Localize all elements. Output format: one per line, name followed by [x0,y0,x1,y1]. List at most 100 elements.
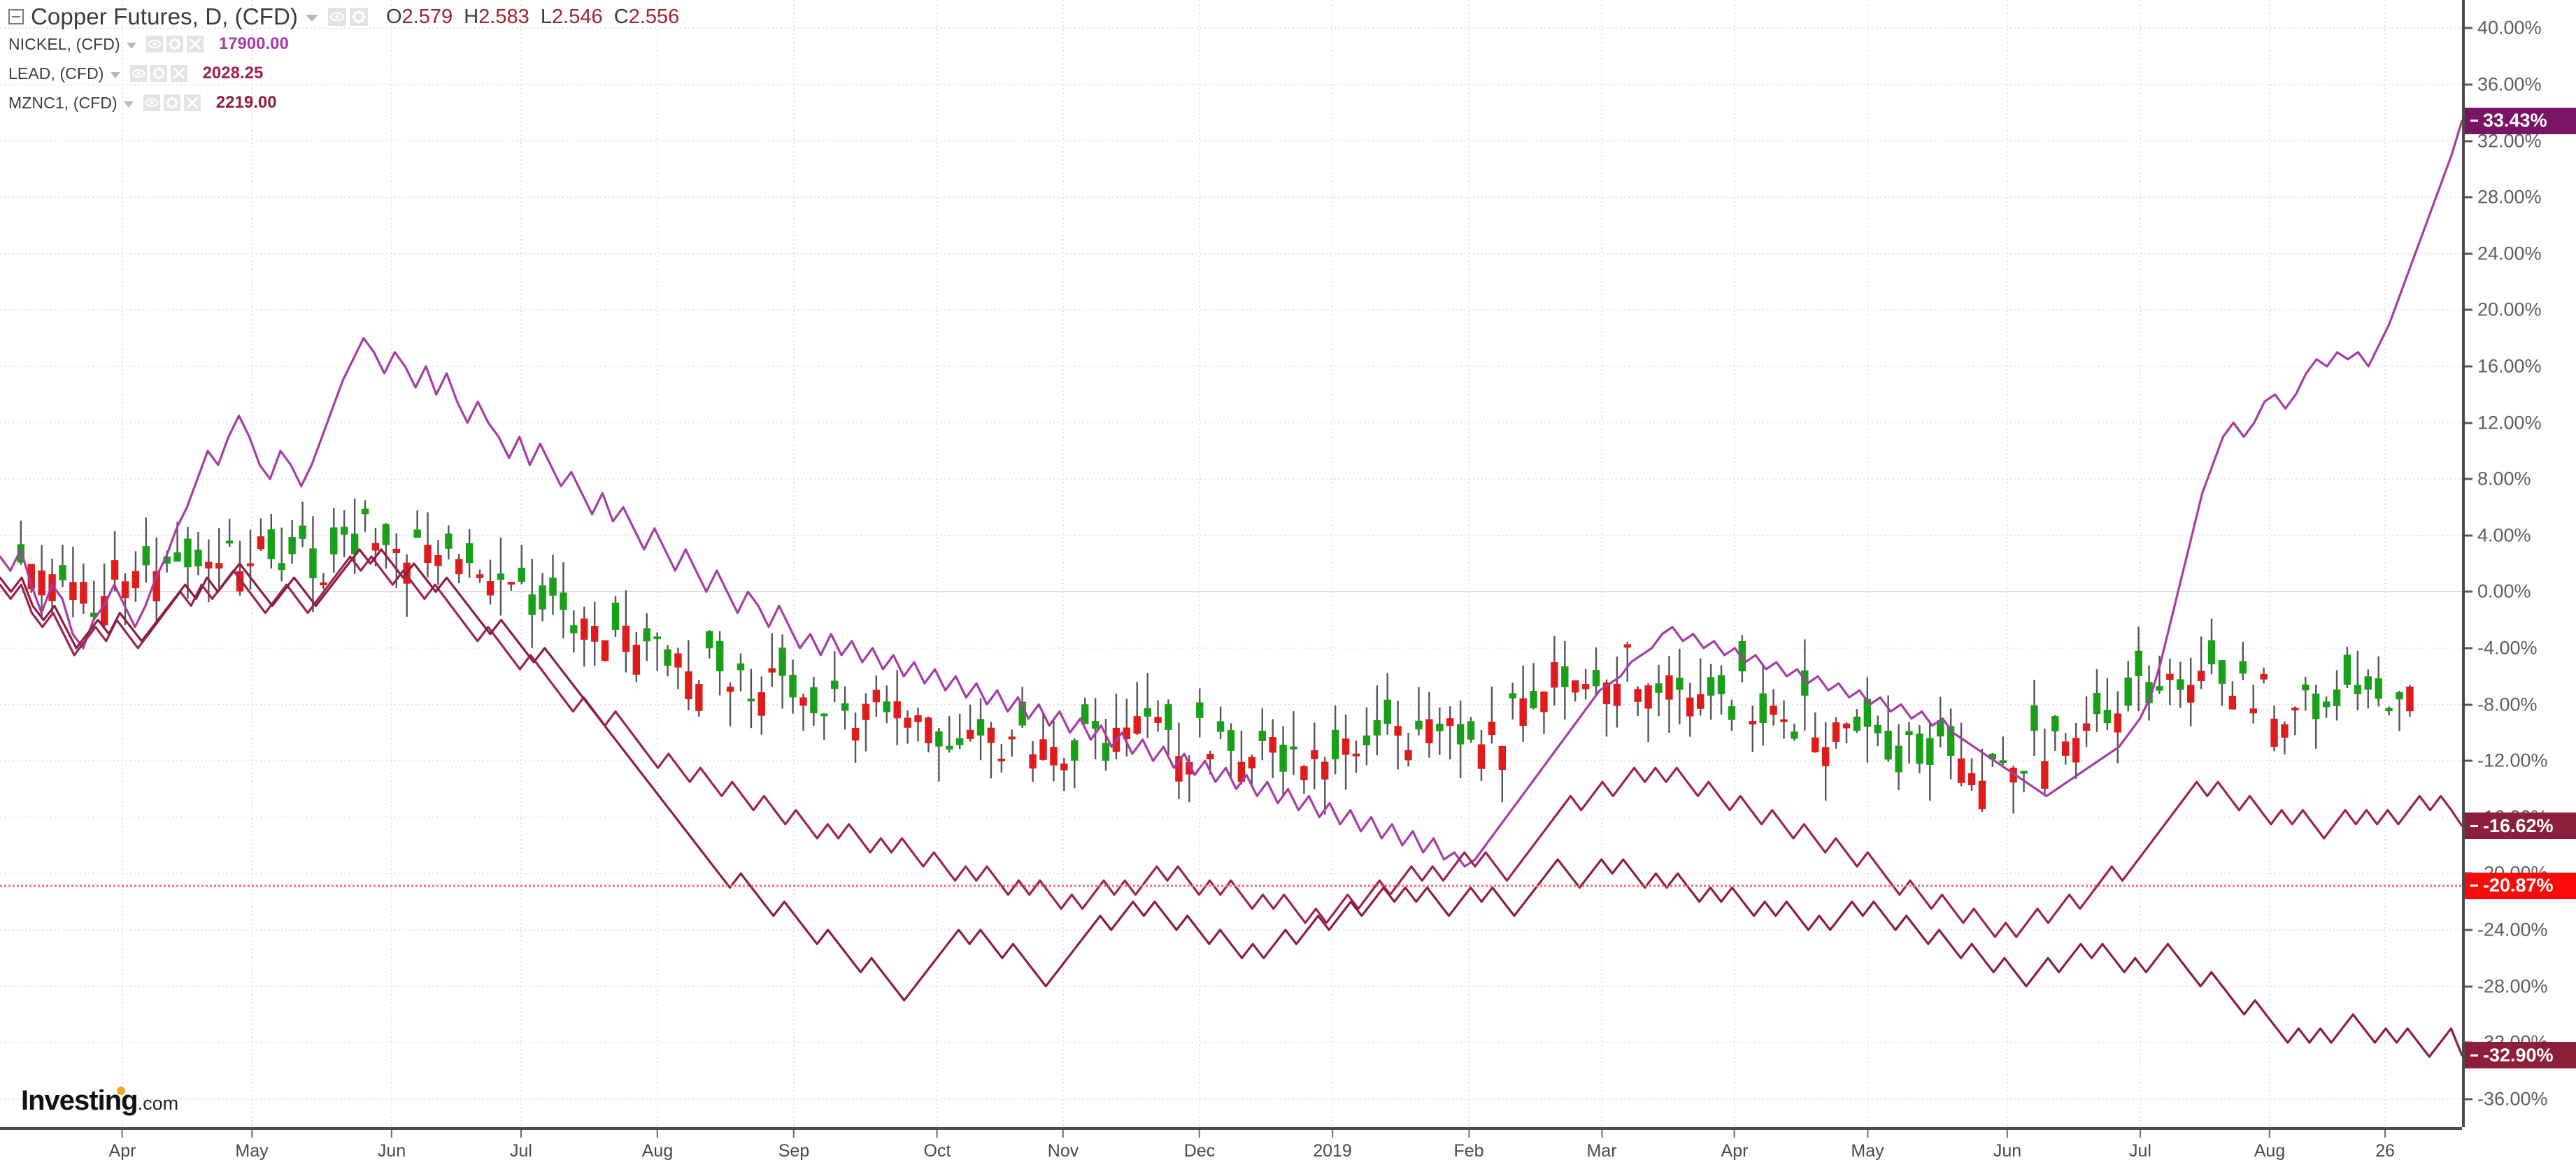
tick-mark [2007,1130,2008,1138]
y-axis-tick: 24.00% [2465,243,2542,264]
y-axis-tick: -12.00% [2465,750,2548,772]
legend-row-mznc1[interactable]: MZNC1, (CFD) [8,88,679,117]
x-axis-tick: Oct [924,1130,951,1161]
tick-dash [2465,759,2472,762]
x-axis-tick: Jun [1993,1130,2021,1161]
eye-icon[interactable] [143,94,160,111]
tick-mark [1062,1130,1064,1138]
x-axis-tick-label: May [1851,1141,1884,1161]
gear-icon[interactable] [166,36,183,52]
x-axis-tick-label: Apr [108,1141,136,1161]
ohlc-open-label: O [385,5,402,28]
tick-mark [391,1130,392,1138]
x-axis-tick-label: Jul [510,1141,532,1161]
overlay-icon-group [145,36,204,52]
gear-icon[interactable] [349,8,368,26]
tick-dash [2465,27,2472,29]
x-axis-tick: Apr [1721,1130,1748,1161]
price-badge[interactable]: -32.90% [2465,1042,2576,1069]
tick-dash [2465,365,2472,368]
x-axis-tick: Sep [778,1130,809,1161]
y-axis-tick: 40.00% [2465,17,2542,39]
price-badge[interactable]: -16.62% [2465,812,2576,840]
overlay-symbol-label: MZNC1, (CFD) [8,93,118,112]
tick-dash [2465,534,2472,537]
y-axis-tick-label: 28.00% [2477,186,2542,208]
x-axis-tick-label: 26 [2375,1141,2395,1161]
close-icon[interactable] [186,36,204,52]
tick-dash [2465,703,2472,706]
chevron-down-icon[interactable] [305,15,318,22]
close-icon[interactable] [183,94,201,111]
badge-dash [2470,885,2478,887]
x-axis-tick: Nov [1048,1130,1079,1161]
plot-area[interactable] [0,0,2462,1127]
investing-logo: Investing .com [21,1085,178,1117]
price-badge[interactable]: -20.87% [2465,872,2576,899]
y-axis-tick: 16.00% [2465,355,2542,377]
tick-mark [1734,1130,1735,1138]
chevron-down-icon[interactable] [110,71,120,78]
close-icon[interactable] [170,65,187,82]
x-axis-tick: 26 [2375,1130,2395,1161]
y-axis-tick-label: -28.00% [2477,975,2548,996]
tick-dash [2465,647,2472,650]
x-axis-tick: Aug [2254,1130,2285,1161]
legend-row-nickel[interactable]: NICKEL, (CFD) [8,29,679,59]
tick-mark [2140,1130,2141,1138]
tick-mark [792,1130,795,1138]
tick-mark [250,1130,252,1138]
y-axis-tick: 36.00% [2465,73,2542,95]
tick-mark [1866,1130,1868,1138]
gear-icon[interactable] [150,65,167,82]
legend-row-lead[interactable]: LEAD, (CFD) [8,59,679,88]
y-axis-tick: -8.00% [2465,694,2538,715]
y-axis-tick-label: 16.00% [2477,355,2542,377]
y-axis-tick: 20.00% [2465,299,2542,321]
x-axis-tick-label: Sep [778,1141,810,1161]
x-axis-tick-label: Jun [1993,1141,2022,1161]
overlay-last-value: 2028.25 [202,64,264,83]
x-axis-tick: May [235,1130,269,1161]
x-axis-tick: Mar [1586,1130,1617,1161]
y-axis-tick-label: 0.00% [2477,580,2531,602]
y-axis-tick: 8.00% [2465,468,2531,490]
price-badge[interactable]: 33.43% [2465,107,2576,134]
x-axis-tick: Jun [378,1130,406,1161]
y-axis[interactable]: 40.00% 36.00% 32.00% 28.00% 24.00% 20.00% 16.0… [2462,0,2576,1127]
x-axis-tick-label: Mar [1586,1141,1617,1161]
eye-icon[interactable] [129,65,147,82]
x-axis-tick-label: Feb [1453,1141,1484,1161]
legend-row-main[interactable]: Copper Futures, D, (CFD) [8,3,679,29]
x-axis-tick-label: Aug [641,1141,674,1161]
y-axis-tick-label: -24.00% [2477,919,2548,940]
collapse-minus-icon[interactable] [8,9,24,24]
x-axis-tick: 2019 [1313,1130,1352,1161]
gear-icon[interactable] [163,94,180,111]
eye-icon[interactable] [145,36,163,52]
x-axis-tick: Feb [1453,1130,1484,1161]
tick-dash [2465,196,2472,199]
y-axis-tick-label: -4.00% [2477,637,2538,659]
eye-icon[interactable] [327,8,346,26]
ohlc-open-value: 2.579 [401,5,453,28]
y-axis-tick-label: 40.00% [2477,17,2542,38]
chevron-down-icon[interactable] [123,101,134,108]
x-axis-tick: May [1851,1130,1884,1161]
y-axis-tick: 28.00% [2465,187,2542,208]
y-axis-tick: -36.00% [2465,1088,2548,1110]
tick-mark [2384,1130,2386,1138]
overlay-symbol-label: LEAD, (CFD) [8,64,104,83]
y-axis-tick: -24.00% [2465,919,2548,940]
overlay-icon-group [129,65,187,82]
x-axis-tick-label: Dec [1183,1141,1216,1161]
x-axis[interactable]: Apr May Jun Jul Aug Sep Oct Nov Dec 2019 Feb Mar Apr… [0,1127,2462,1167]
tick-dash [2465,83,2472,86]
series-layer [0,120,2462,1058]
y-axis-tick-label: 20.00% [2477,299,2542,320]
y-axis-tick: -4.00% [2465,637,2538,659]
x-axis-tick-label: May [235,1141,269,1161]
chevron-down-icon[interactable] [126,42,136,49]
y-axis-tick-label: 4.00% [2477,524,2531,546]
y-axis-tick-label: -12.00% [2477,750,2548,771]
